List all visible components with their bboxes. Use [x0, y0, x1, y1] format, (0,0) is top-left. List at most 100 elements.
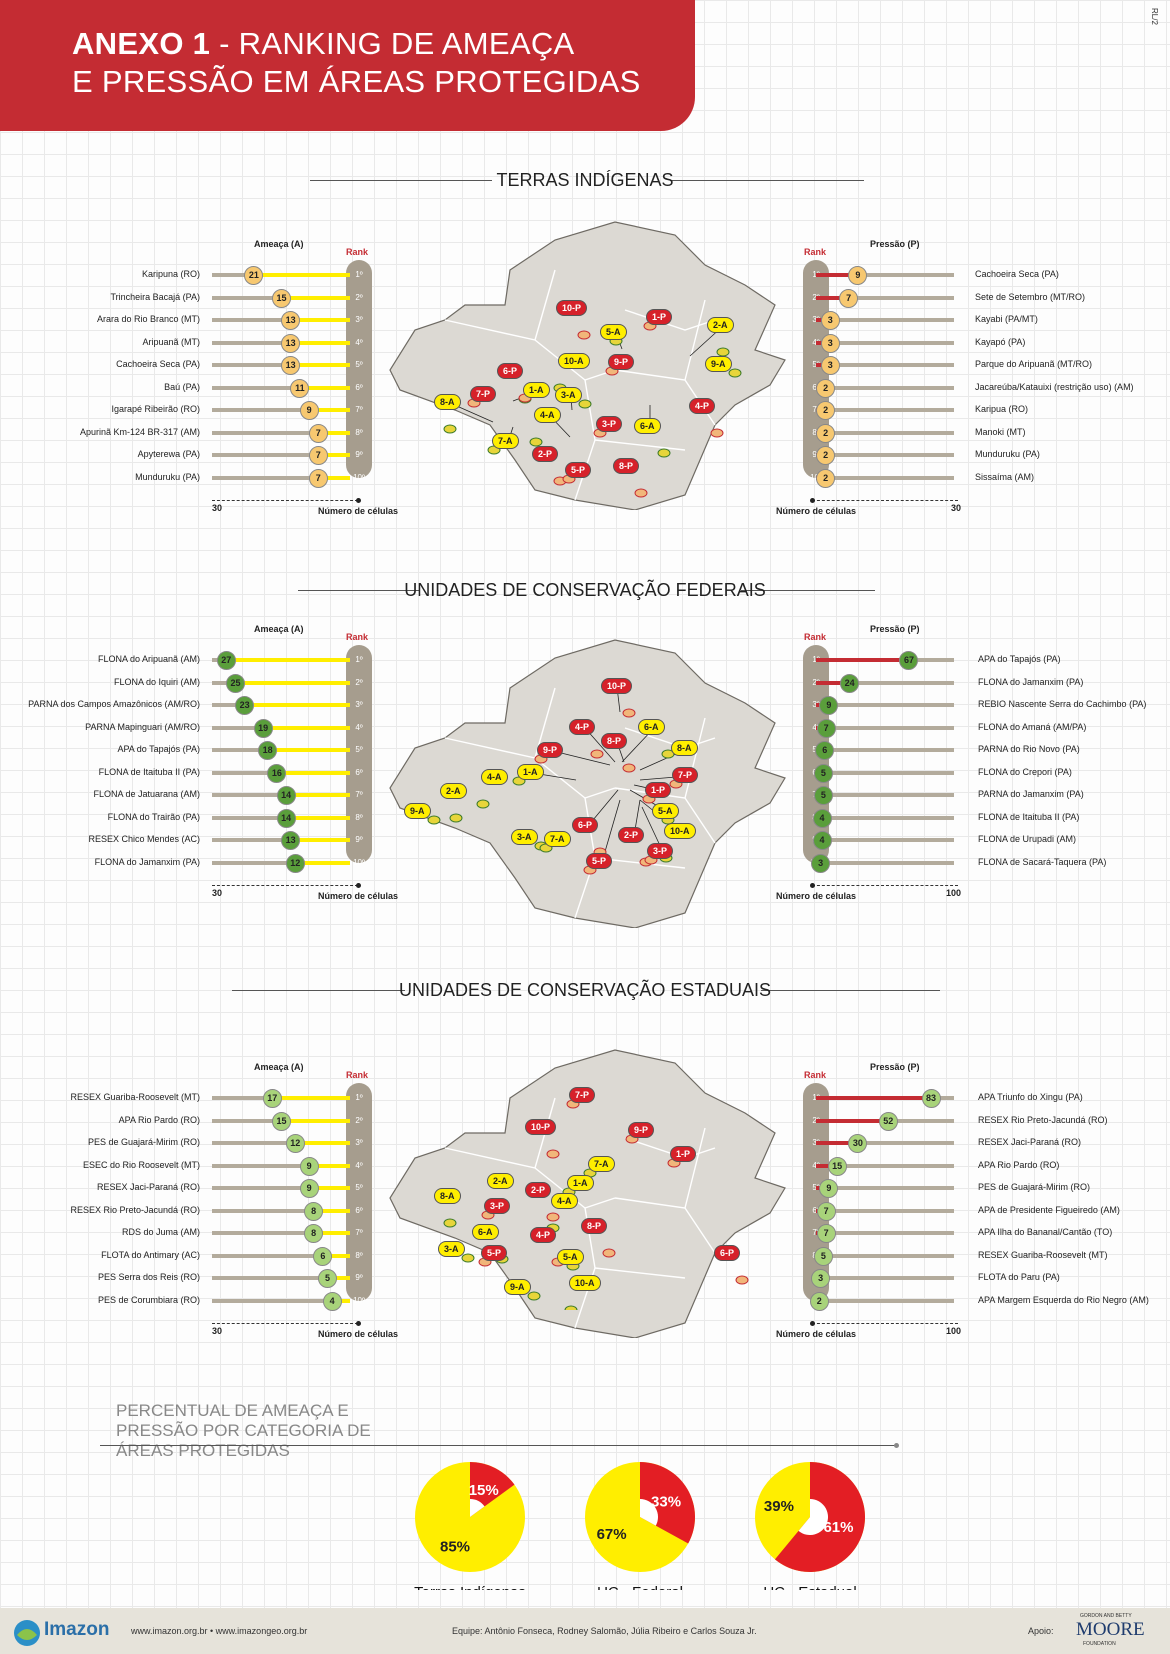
- threat-value: 13: [281, 831, 301, 850]
- map-label: 5-P: [586, 853, 613, 869]
- map-leader-lines: [443, 1099, 749, 1310]
- section-title-line-left: [232, 990, 405, 991]
- footer-sites[interactable]: www.imazon.org.br • www.imazongeo.org.br: [131, 1626, 308, 1636]
- threat-name: Trincheira Bacajá (PA): [110, 291, 200, 302]
- map-label: 9-P: [628, 1122, 655, 1138]
- pressure-value: 3: [820, 311, 840, 330]
- threat-name: PES de Guajará-Mirim (RO): [87, 1137, 200, 1147]
- pressure-axis-max: 30: [951, 502, 962, 513]
- map-label: 10-P: [601, 678, 633, 694]
- rank-header-left: Rank: [346, 247, 369, 257]
- percent-title-line: [100, 1445, 898, 1446]
- pressure-bar-bg: [824, 748, 954, 752]
- pressure-value: 24: [840, 673, 860, 693]
- threat-axis-end: [356, 497, 361, 503]
- pressure-bar-bg: [821, 838, 954, 842]
- threat-value: 15: [272, 288, 291, 308]
- map-label: 5-P: [481, 1245, 508, 1261]
- threat-value: 17: [262, 1089, 282, 1108]
- map-label: 7-A: [544, 831, 571, 847]
- rank-label-left: 5º: [355, 360, 363, 369]
- map-label: 6-P: [714, 1245, 741, 1261]
- threat-bar-bg: [212, 1186, 309, 1190]
- rank-header-right: Rank: [804, 247, 827, 257]
- protected-area-shape: [590, 749, 604, 759]
- rank-label-left: 8º: [355, 1250, 363, 1260]
- threat-bar-bg: [212, 1298, 332, 1303]
- pressure-name: Manoki (MT): [975, 426, 1026, 437]
- map-label: 2-P: [618, 827, 645, 843]
- pressure-value: 4: [812, 831, 832, 850]
- threat-value: 4: [322, 1291, 342, 1311]
- threat-axis-max: 30: [212, 887, 223, 898]
- map-label: 10-A: [558, 353, 590, 369]
- map-label: 8-P: [581, 1218, 608, 1234]
- rank-label-left: 10º: [353, 1295, 365, 1305]
- pressure-axis-start: [810, 882, 815, 888]
- pressure-value: 2: [816, 423, 836, 443]
- pressure-bar: [816, 680, 850, 685]
- map-label: 2-A: [440, 783, 467, 799]
- threat-bar: [317, 453, 350, 457]
- pressure-bar: [816, 273, 858, 277]
- map-label: 3-P: [596, 416, 623, 432]
- pressure-bar-bg: [825, 430, 954, 435]
- protected-area-shape: [602, 1248, 616, 1258]
- page-title-line1: ANEXO 1 - RANKING DE AMEAÇA: [72, 26, 575, 61]
- pie-ameaca-label: 39%: [764, 1498, 794, 1515]
- pressure-value: 2: [816, 446, 836, 465]
- pressure-value: 3: [811, 1269, 831, 1288]
- rank-label-right: 10º: [803, 473, 829, 482]
- threat-name: RDS do Juma (AM): [121, 1227, 200, 1237]
- threat-value: 14: [276, 786, 296, 805]
- threat-bar-bg: [212, 340, 291, 345]
- pie-center-cut: [640, 1499, 658, 1526]
- protected-area-shape: [710, 428, 724, 438]
- threat-bar: [290, 318, 350, 322]
- threat-bar-bg: [212, 1253, 323, 1258]
- threat-value: 21: [244, 266, 264, 285]
- amazon-map-3: [389, 1049, 786, 1338]
- protected-area-shape: [577, 330, 591, 340]
- pressure-name: FLONA de Urupadi (AM): [978, 834, 1077, 844]
- threat-bar-bg: [212, 860, 295, 865]
- map-label: 7-P: [672, 767, 699, 783]
- protected-area-shape: [546, 1212, 560, 1222]
- threat-bar: [299, 385, 350, 390]
- pressure-axis-max: 100: [946, 1325, 962, 1336]
- threat-name: ESEC do Rio Roosevelt (MT): [82, 1159, 200, 1170]
- threat-name: Karipuna (RO): [141, 269, 200, 279]
- threat-bar: [276, 770, 350, 775]
- state-border: [684, 717, 706, 799]
- threat-value: 11: [290, 378, 310, 398]
- threat-bar-bg: [212, 1163, 309, 1168]
- pie-ameaca-label: 85%: [440, 1538, 470, 1555]
- map-label: 3-P: [647, 843, 674, 859]
- pressure-bar-bg: [829, 318, 954, 322]
- pressure-value: 67: [899, 651, 919, 670]
- threat-bar-bg: [212, 318, 291, 322]
- threat-value: 25: [226, 673, 245, 693]
- pressure-name: Kayapó (PA): [975, 336, 1026, 347]
- threat-value: 19: [253, 718, 273, 738]
- pressure-value: 5: [813, 786, 833, 805]
- threat-bar: [313, 1208, 350, 1213]
- map-label: 7-P: [470, 386, 497, 402]
- pressure-bar-bg: [822, 1253, 954, 1258]
- threat-bar-bg: [212, 385, 300, 390]
- pressure-name: APA de Presidente Figueiredo (AM): [978, 1204, 1120, 1215]
- map-label: 9-A: [404, 803, 431, 819]
- map-label: 9-P: [537, 742, 564, 758]
- threat-axis-label: Número de células: [318, 890, 399, 901]
- protected-area-shape: [564, 1305, 578, 1310]
- threat-axis-label: Número de células: [318, 1328, 399, 1339]
- threat-bar: [308, 408, 350, 412]
- pie-pressao-label: 61%: [823, 1519, 853, 1536]
- section-title-line-left: [298, 590, 420, 591]
- protected-area-shape: [443, 1218, 457, 1228]
- pie-center-cut: [798, 1499, 828, 1535]
- pressure-axis-label: Número de células: [776, 505, 857, 516]
- threat-name: Baú (PA): [164, 381, 200, 392]
- pressure-name: PARNA do Rio Novo (PA): [978, 744, 1080, 754]
- pressure-value: 15: [827, 1156, 847, 1176]
